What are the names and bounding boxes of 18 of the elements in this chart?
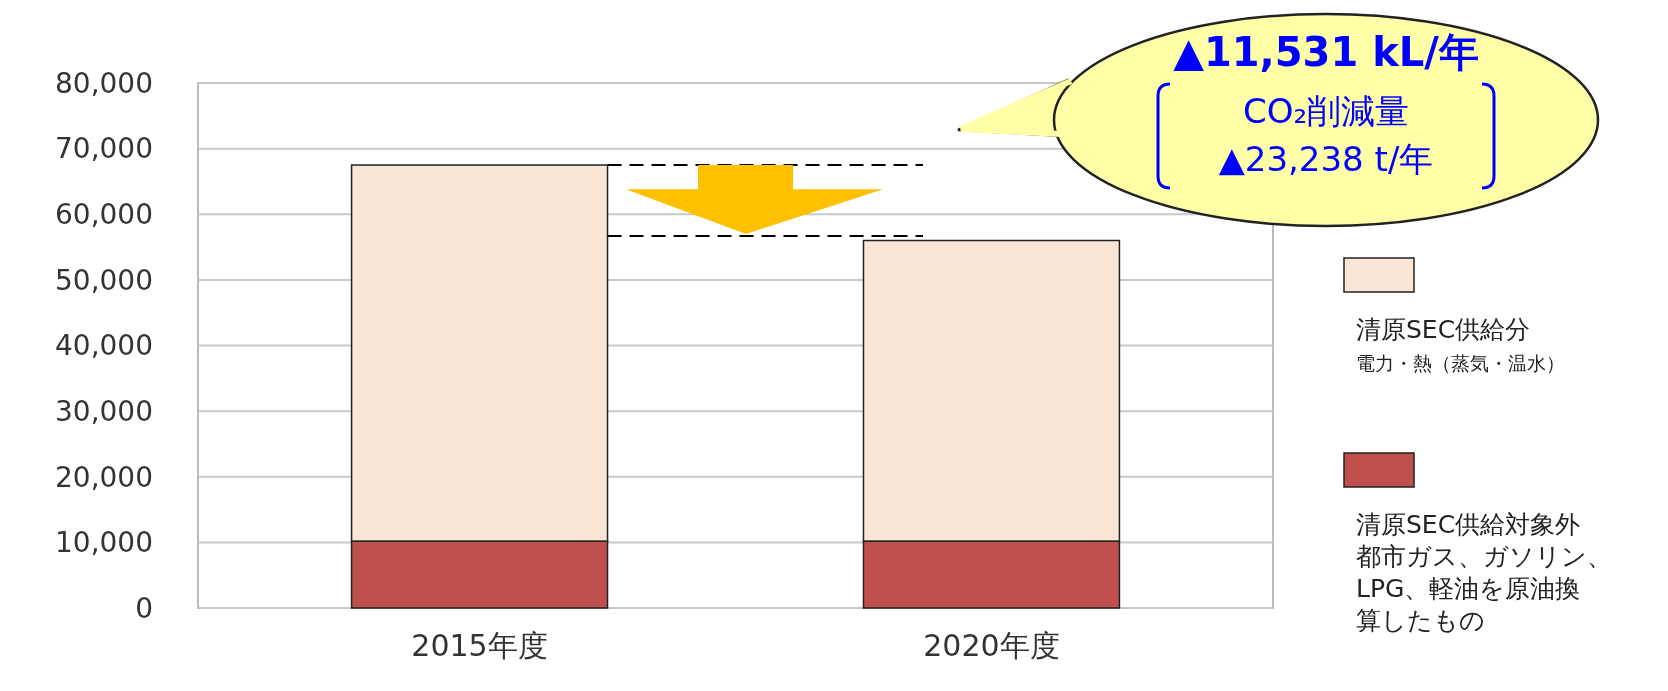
text: 都市ガス、ガソリン、LPG、軽油を原油換算したもの bbox=[1356, 542, 1612, 635]
y-tick-label: 20,000 bbox=[55, 460, 153, 494]
legend-label: 清原SEC供給対象外 bbox=[1356, 510, 1581, 539]
y-tick-label: 60,000 bbox=[55, 198, 153, 232]
annotation: ▲23,238 t/年 bbox=[1218, 139, 1434, 179]
x-tick-label: 2020年度 bbox=[923, 628, 1060, 663]
y-tick-label: 80,000 bbox=[55, 66, 153, 100]
y-tick-label: 70,000 bbox=[55, 132, 153, 166]
text: ▲11,531 kL/年 bbox=[1173, 29, 1479, 75]
legend-label: 清原SEC供給分 bbox=[1356, 315, 1531, 344]
y-tick-label: 30,000 bbox=[55, 394, 153, 428]
annotation: CO₂削減量 bbox=[1242, 91, 1410, 131]
x-tick-label: 2015年度 bbox=[411, 628, 548, 663]
y-tick-label: 50,000 bbox=[55, 263, 153, 297]
y-tick-label: 0 bbox=[135, 591, 153, 625]
y-tick-label: 40,000 bbox=[55, 329, 153, 363]
text: 電力・熱（蒸気・温水） bbox=[1356, 352, 1565, 374]
y-tick-label: 10,000 bbox=[55, 526, 153, 560]
